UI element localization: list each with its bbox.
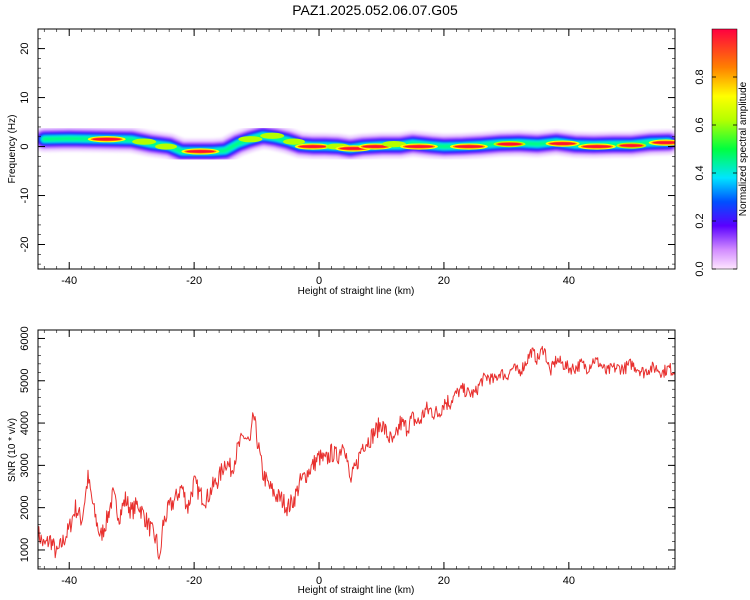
spectrogram-peak: [283, 138, 306, 145]
spectrogram-y-tick-label: -10: [19, 188, 31, 204]
spectrogram-y-tick-label: 20: [19, 42, 31, 54]
colorbar-label: Normalized spectral amplitude: [738, 81, 749, 216]
snr-y-tick-label: 2000: [19, 495, 31, 519]
snr-x-tick-label: -20: [186, 575, 202, 587]
snr-y-tick-label: 4000: [19, 411, 31, 435]
colorbar-tick-label: 0.0: [694, 261, 706, 276]
colorbar-tick-label: 0.6: [694, 117, 706, 132]
snr-y-axis-label: SNR (10 * v/v): [7, 418, 18, 482]
spectrogram-x-tick-label: -20: [186, 275, 202, 287]
spectrogram-x-tick-label: 0: [316, 275, 322, 287]
spectrogram-peak-core: [362, 145, 388, 148]
page-title: PAZ1.2025.052.06.07.G05: [292, 2, 458, 18]
spectrogram-peak-core: [582, 145, 612, 148]
spectrogram-peak-core: [299, 145, 327, 148]
spectrogram-peak: [238, 136, 263, 143]
spectrogram-y-tick-label: 10: [19, 91, 31, 103]
snr-axes: -40 -20 0 20 40 1000 2000 3000 4000 5000 6000: [19, 326, 675, 587]
colorbar-ticks: 0.0 0.2 0.4 0.6 0.8: [694, 69, 737, 277]
spectrogram-x-tick-label: -40: [61, 275, 77, 287]
snr-x-tick-label: 40: [563, 575, 575, 587]
colorbar-tick-label: 0.8: [694, 69, 706, 84]
snr-y-tick-label: 1000: [19, 538, 31, 562]
spectrogram-peak-core: [549, 142, 576, 145]
spectrogram-peak: [132, 138, 157, 145]
snr-y-tick-label: 5000: [19, 369, 31, 393]
snr-series-line: [38, 345, 675, 560]
spectrogram-y-tick-label: 0: [19, 143, 31, 149]
spectrogram-peak-core: [404, 145, 434, 148]
colorbar-tick-label: 0.2: [694, 213, 706, 228]
snr-y-tick-label: 6000: [19, 326, 31, 350]
snr-x-tick-label: -40: [61, 575, 77, 587]
spectrogram-peak-core: [620, 144, 643, 147]
spectrogram-x-axis-label: Height of straight line (km): [298, 286, 415, 297]
spectrogram-x-tick-label: 20: [438, 275, 450, 287]
spectrogram-peak: [260, 132, 285, 139]
snr-x-tick-label: 20: [438, 575, 450, 587]
colorbar: 0.0 0.2 0.4 0.6 0.8 Normalized spectral ampl…: [694, 28, 749, 277]
spectrogram-axes: -40 -20 0 20 40 -20 -10 0 10 20: [19, 28, 675, 287]
spectrogram-peak: [155, 143, 178, 150]
spectrogram-y-axis-label: Frequency (Hz): [7, 115, 18, 184]
colorbar-tick-label: 0.4: [694, 165, 706, 180]
snr-y-tick-label: 3000: [19, 453, 31, 477]
snr-x-axis-label: Height of straight line (km): [298, 585, 415, 596]
colorbar-gradient: [711, 28, 738, 270]
spectrogram-peak-core: [652, 141, 675, 144]
spectrogram-peak-core: [497, 142, 522, 146]
spectrogram-peak-core: [186, 150, 215, 153]
snr-panel: -40 -20 0 20 40 1000 2000 3000 4000 5000 6000 Heig…: [7, 326, 676, 596]
snr-x-tick-label: 0: [316, 575, 322, 587]
spectrogram-y-tick-label: -20: [19, 237, 31, 253]
spectrogram-peak: [381, 141, 406, 148]
spectrogram-panel: -40 -20 0 20 40 -20 -10 0 10 20 Height of straigh…: [7, 28, 676, 297]
spectrogram-ridge: [38, 123, 675, 165]
spectrogram-peak-core: [92, 137, 121, 141]
spectrogram-peak-core: [454, 145, 484, 148]
spectrogram-x-tick-label: 40: [563, 275, 575, 287]
